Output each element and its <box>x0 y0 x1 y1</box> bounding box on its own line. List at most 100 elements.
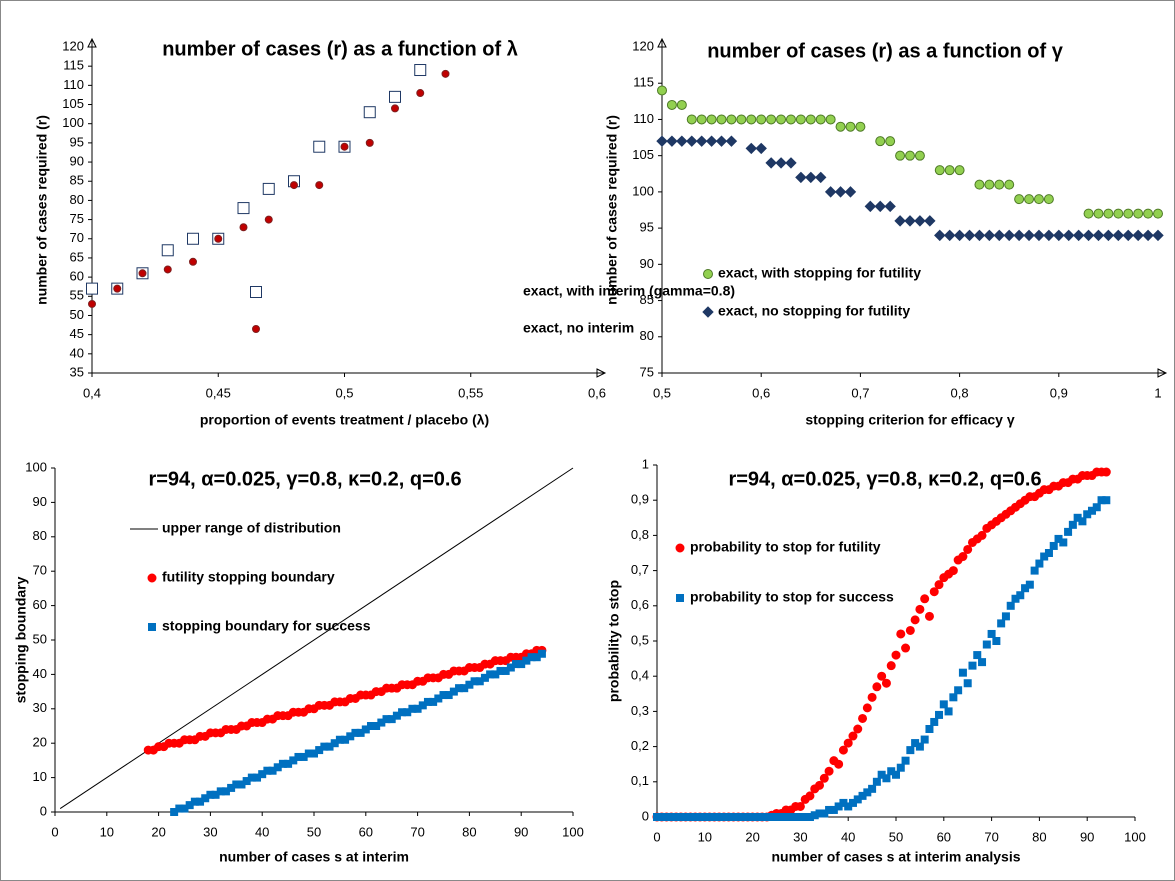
marker-circle <box>716 114 727 125</box>
x-tick-label: 50 <box>889 829 903 844</box>
marker-circle <box>1033 194 1044 205</box>
y-tick-label: 75 <box>70 211 84 226</box>
marker-circle <box>785 114 796 125</box>
marker-square <box>925 725 934 733</box>
marker-square <box>1030 566 1039 575</box>
marker-circle <box>391 104 399 113</box>
marker-square <box>1001 612 1010 621</box>
marker-diamond <box>1102 229 1115 242</box>
marker-circle <box>924 611 934 621</box>
x-tick-label: 40 <box>255 824 269 839</box>
marker-circle <box>867 692 877 702</box>
marker-square <box>1006 601 1015 610</box>
marker-circle <box>825 114 836 125</box>
marker-circle <box>746 114 757 125</box>
marker-circle <box>934 580 944 590</box>
marker-circle <box>920 594 930 604</box>
chart-title: number of cases (r) as a function of γ <box>707 40 1064 62</box>
x-tick-label: 60 <box>359 824 373 839</box>
marker-diamond <box>785 157 797 169</box>
y-tick-label: 105 <box>62 96 84 111</box>
marker-circle <box>795 801 805 811</box>
x-tick-label: 100 <box>562 824 584 839</box>
legend-label: exact, no stopping for futility <box>718 303 910 319</box>
marker-circle <box>1004 179 1015 190</box>
y-tick-label: 30 <box>33 700 47 715</box>
legend-label: probability to stop for success <box>690 589 894 605</box>
marker-diamond <box>1072 229 1085 242</box>
legend-label: probability to stop for futility <box>690 539 881 555</box>
y-tick-label: 100 <box>25 459 47 474</box>
marker-circle <box>696 114 707 125</box>
marker-square <box>1102 496 1111 505</box>
y-tick-label: 0,6 <box>631 597 649 612</box>
marker-diamond <box>924 215 936 227</box>
y-tick-label: 95 <box>70 134 84 149</box>
y-tick-label: 80 <box>70 192 84 207</box>
marker-diamond <box>943 229 956 242</box>
x-tick-label: 0,45 <box>206 385 231 400</box>
y-tick-label: 60 <box>33 597 47 612</box>
marker-circle <box>1113 208 1124 219</box>
marker-square <box>537 649 546 658</box>
y-tick-label: 70 <box>70 230 84 245</box>
y-tick-label: 105 <box>632 147 654 162</box>
x-axis-title: number of cases s at interim analysis <box>772 849 1021 865</box>
x-tick-label: 30 <box>203 824 217 839</box>
marker-circle <box>666 99 677 110</box>
marker-diamond <box>1142 229 1154 242</box>
marker-circle <box>676 99 687 110</box>
marker-square <box>313 140 326 153</box>
legend-marker <box>675 543 685 553</box>
marker-diamond <box>745 142 757 155</box>
marker-circle <box>706 114 717 125</box>
marker-diamond <box>844 186 857 198</box>
marker-square <box>237 202 250 215</box>
y-tick-label: 110 <box>633 111 654 126</box>
marker-square <box>868 784 877 793</box>
marker-diamond <box>894 215 906 227</box>
y-tick-label: 35 <box>70 364 84 379</box>
x-tick-label: 0,5 <box>335 385 353 400</box>
marker-square <box>987 629 996 638</box>
marker-circle <box>138 269 147 278</box>
marker-diamond <box>1023 229 1035 242</box>
marker-circle <box>776 114 787 125</box>
marker-diamond <box>715 135 728 147</box>
marker-circle <box>958 552 968 562</box>
y-tick-label: 110 <box>63 77 84 92</box>
marker-circle <box>189 257 197 266</box>
y-tick-label: 100 <box>62 115 84 130</box>
marker-diamond <box>725 135 738 147</box>
marker-diamond <box>864 200 877 213</box>
marker-circle <box>994 179 1005 190</box>
marker-circle <box>896 629 906 639</box>
marker-circle <box>214 234 223 243</box>
marker-square <box>872 777 881 786</box>
marker-circle <box>795 114 806 125</box>
marker-square <box>892 770 900 779</box>
marker-circle <box>416 89 425 98</box>
marker-diamond <box>824 186 837 198</box>
marker-circle <box>977 530 987 540</box>
y-tick-label: 70 <box>33 563 47 578</box>
marker-diamond <box>676 135 688 147</box>
marker-square <box>1059 538 1068 547</box>
marker-circle <box>855 121 866 132</box>
marker-diamond <box>1013 229 1025 242</box>
x-tick-label: 0 <box>51 824 58 839</box>
marker-circle <box>1103 208 1114 219</box>
marker-circle <box>853 724 863 734</box>
x-tick-label: 90 <box>1080 829 1094 844</box>
legend-label: exact, no interim <box>523 320 634 336</box>
marker-square <box>944 707 953 716</box>
marker-circle <box>885 136 896 147</box>
y-tick-label: 55 <box>70 288 84 303</box>
marker-circle <box>340 142 349 151</box>
y-tick-label: 80 <box>33 528 47 543</box>
y-tick-label: 40 <box>33 666 47 681</box>
marker-square <box>954 686 963 695</box>
